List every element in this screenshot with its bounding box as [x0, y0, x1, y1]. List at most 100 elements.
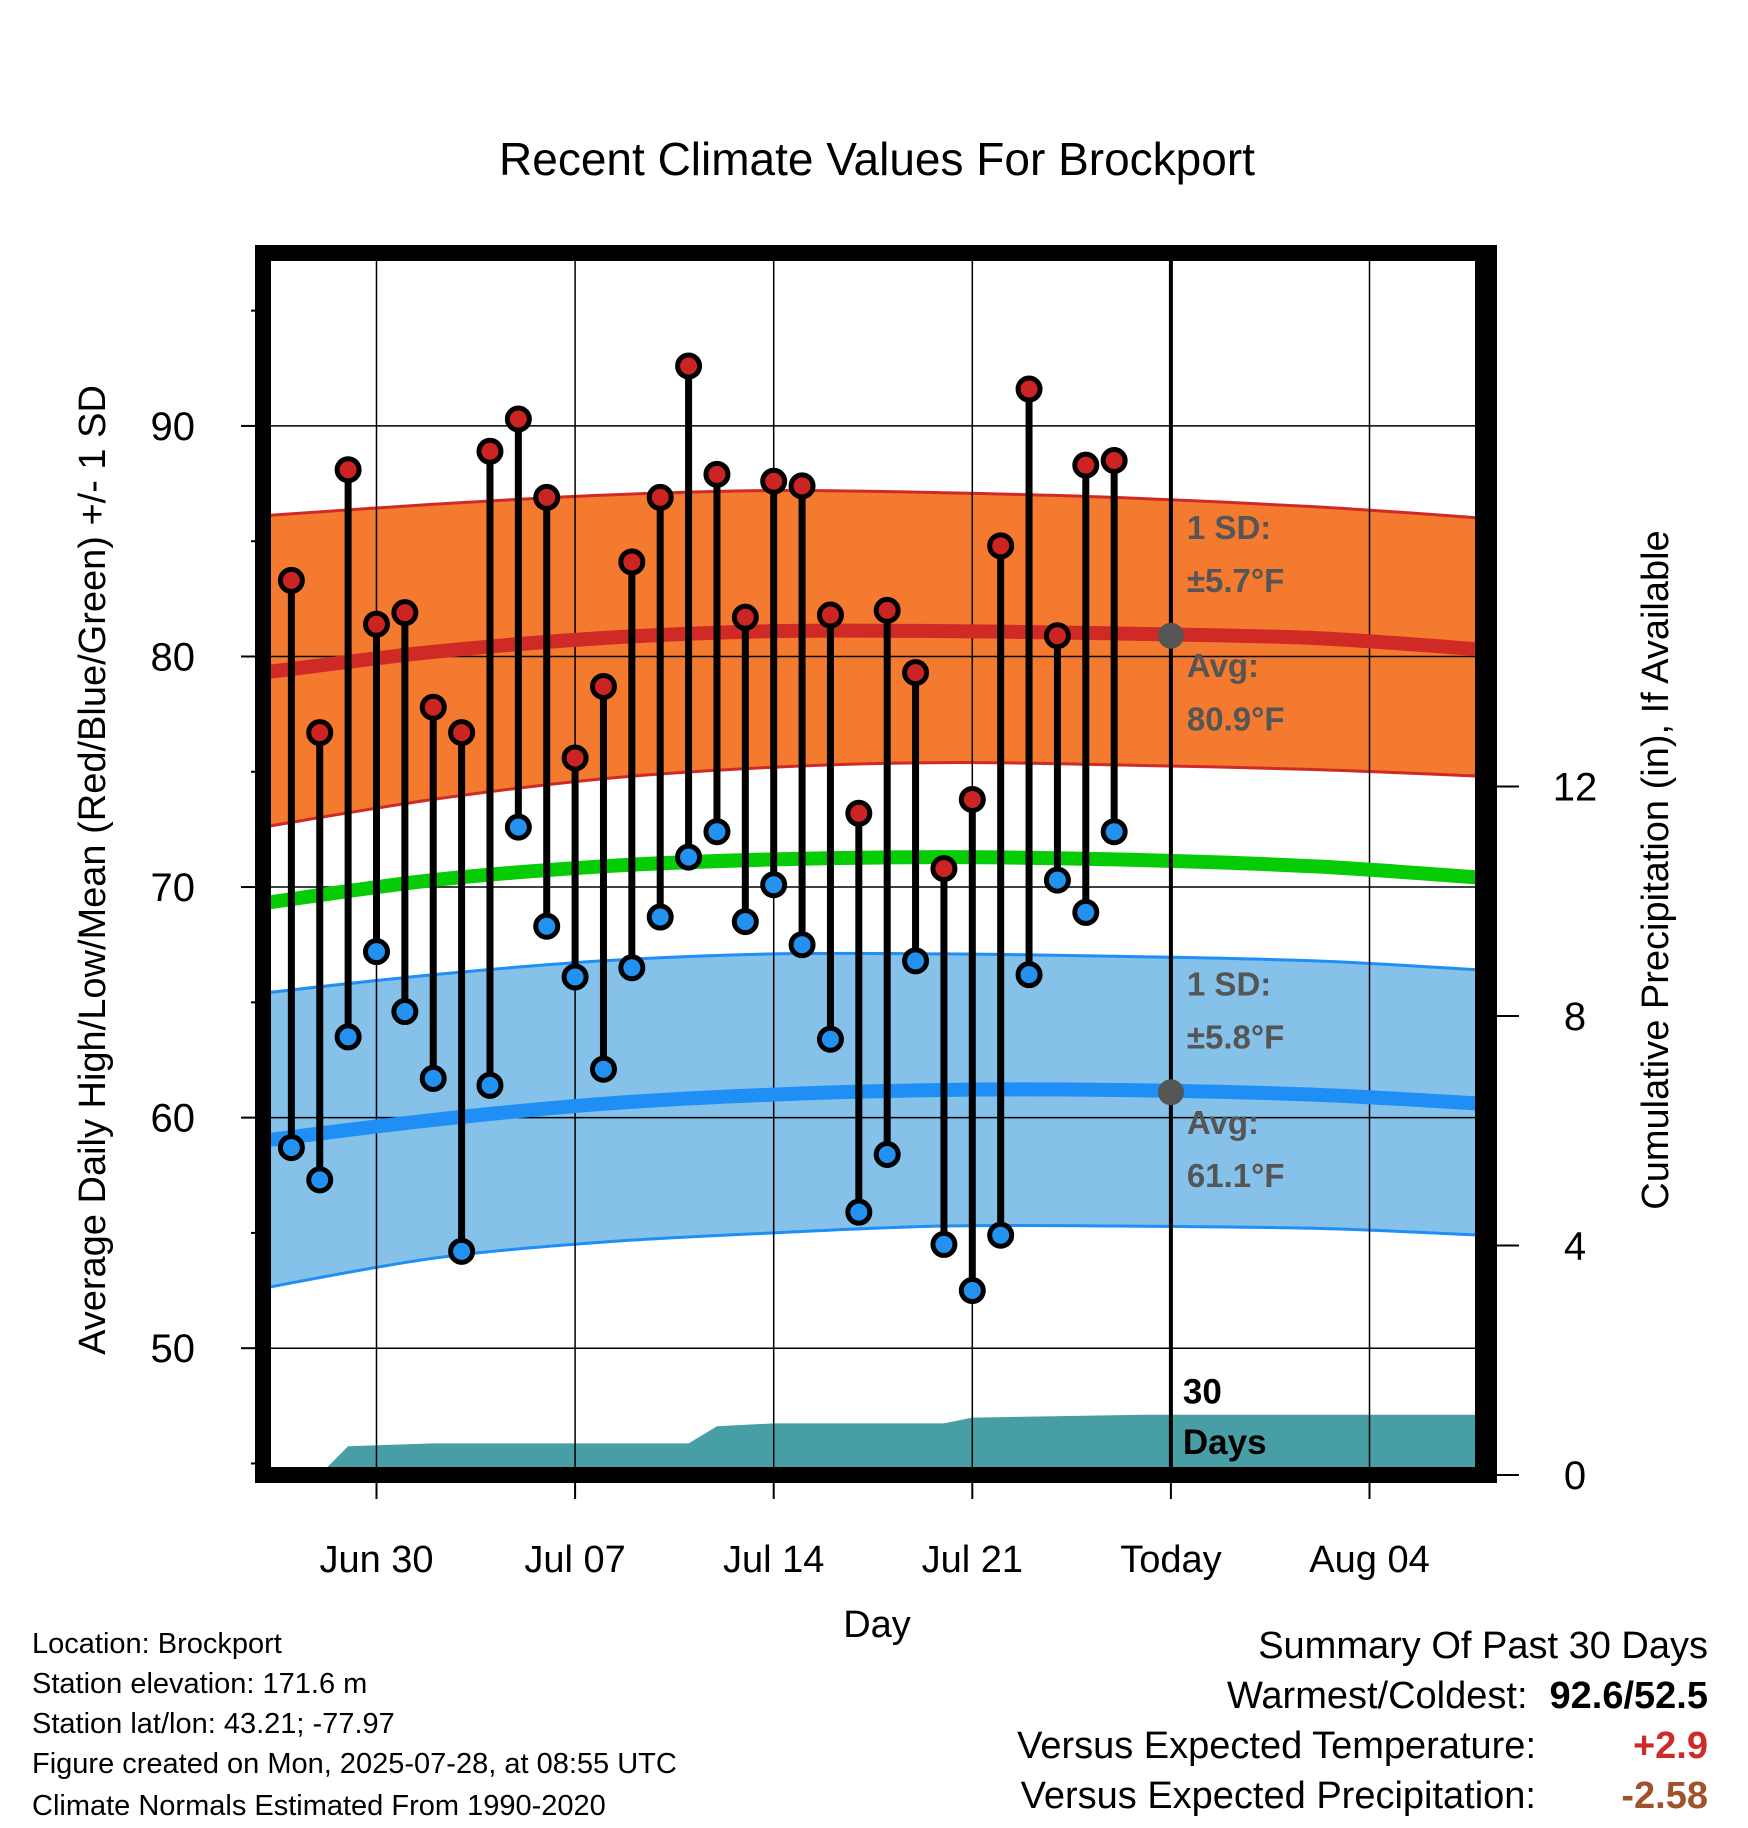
daily-low-point [788, 931, 816, 959]
warmest-coldest-label: Warmest/Coldest: [1226, 1675, 1528, 1717]
daily-low-point [675, 843, 703, 871]
elevation-text: Station elevation: 171.6 m [32, 1668, 368, 1700]
daily-high-point [731, 603, 759, 631]
normal-high-sd-band [263, 490, 1483, 828]
today-high-avg-dot [1157, 622, 1184, 649]
daily-low-point [277, 1134, 305, 1162]
daily-low-point [845, 1198, 873, 1226]
y2-tick-label-0: 0 [1564, 1454, 1586, 1498]
daily-high-point [589, 672, 617, 700]
y-tick-label-50: 50 [151, 1327, 196, 1371]
normal-low-sd-band [263, 953, 1483, 1289]
daily-high-point [1132, 0, 1154, 11]
daily-low-point [1132, 0, 1154, 11]
daily-low-point [334, 1023, 362, 1051]
daily-low-point [589, 1055, 617, 1083]
daily-high-point [334, 456, 362, 484]
daily-low-point [1072, 898, 1100, 926]
normal-high-sd-band-upper-edge [263, 488, 1483, 520]
daily-low-point [703, 818, 731, 846]
today-window-label-line1: 30 [1183, 1373, 1222, 1412]
daily-low-point [1100, 818, 1128, 846]
y-tick-label-90: 90 [151, 405, 196, 449]
daily-high-point [703, 460, 731, 488]
daily-low-point [561, 963, 589, 991]
x-tick-label-jun-30: Jun 30 [319, 1539, 433, 1581]
daily-low-point [930, 1230, 958, 1258]
daily-low-point [1043, 866, 1071, 894]
daily-high-point [675, 352, 703, 380]
daily-low-point [958, 1277, 986, 1305]
high-avg-value: 80.9°F [1187, 700, 1285, 737]
daily-high-point [845, 799, 873, 827]
daily-high-point [618, 548, 646, 576]
x-tick-label-jul-14: Jul 14 [723, 1539, 824, 1581]
daily-high-point [561, 744, 589, 772]
daily-high-point [646, 483, 674, 511]
daily-low-point [731, 908, 759, 936]
daily-high-point [277, 566, 305, 594]
daily-high-point [476, 437, 504, 465]
summary-precipitation: Versus Expected Precipitation: -2.58 [1021, 1775, 1708, 1818]
daily-low-point [1015, 961, 1043, 989]
normal-low-sd-band-upper-edge [263, 951, 1483, 995]
daily-low-point [987, 1221, 1015, 1249]
normals-text: Climate Normals Estimated From 1990-2020 [32, 1790, 606, 1822]
daily-high-point [902, 659, 930, 687]
daily-low-point [306, 1166, 334, 1194]
location-text: Location: Brockport [32, 1628, 282, 1660]
normal-low-line [263, 1082, 1483, 1148]
daily-high-point [448, 719, 476, 747]
x-tick-label-jul-21: Jul 21 [922, 1539, 1023, 1581]
daily-low-point [816, 1025, 844, 1053]
daily-high-point [987, 532, 1015, 560]
daily-high-point [533, 483, 561, 511]
x-axis-label: Day [843, 1604, 911, 1646]
created-text: Figure created on Mon, 2025-07-28, at 08… [32, 1748, 677, 1780]
daily-low-point [533, 912, 561, 940]
daily-high-point [760, 467, 788, 495]
y-tick-label-80: 80 [151, 635, 196, 679]
low-avg-label: Avg: [1187, 1104, 1259, 1141]
temp-vs-expected-label: Versus Expected Temperature: [1017, 1725, 1536, 1767]
precip-vs-expected-label: Versus Expected Precipitation: [1020, 1775, 1536, 1817]
y2-tick-label-4: 4 [1564, 1225, 1586, 1269]
daily-high-point [788, 472, 816, 500]
plot-area [263, 0, 1483, 1475]
low-avg-value: 61.1°F [1187, 1157, 1285, 1194]
daily-high-point [816, 601, 844, 629]
y2-tick-label-8: 8 [1564, 995, 1586, 1039]
daily-low-point [873, 1141, 901, 1169]
daily-high-point [419, 693, 447, 721]
warmest-coldest-value: 92.6/52.5 [1549, 1675, 1708, 1717]
daily-high-point [306, 719, 334, 747]
daily-high-point [1015, 375, 1043, 403]
y2-axis-label: Cumulative Precipitation (in), If Availa… [1635, 530, 1677, 1209]
daily-low-point [391, 998, 419, 1026]
daily-high-point [930, 855, 958, 883]
daily-high-point [1072, 451, 1100, 479]
x-tick-label-today: Today [1120, 1539, 1221, 1581]
daily-high-point [391, 599, 419, 627]
chart-title: Recent Climate Values For Brockport [499, 133, 1255, 185]
daily-low-point [902, 947, 930, 975]
today-window-label-line2: Days [1183, 1423, 1267, 1462]
daily-low-point [646, 903, 674, 931]
daily-high-point [1043, 622, 1071, 650]
daily-high-point [504, 405, 532, 433]
daily-high-point [362, 610, 390, 638]
daily-low-point [448, 1237, 476, 1265]
daily-high-point [1100, 447, 1128, 475]
daily-low-point [618, 954, 646, 982]
daily-low-point [760, 871, 788, 899]
summary-warmest-coldest: Warmest/Coldest: 92.6/52.5 [1227, 1675, 1708, 1718]
low-sd-value: ±5.8°F [1187, 1018, 1284, 1055]
normal-mean-line [263, 850, 1483, 911]
daily-low-point [419, 1064, 447, 1092]
x-tick-label-jul-07: Jul 07 [524, 1539, 625, 1581]
daily-high-point [873, 596, 901, 624]
x-tick-label-aug-04: Aug 04 [1309, 1539, 1429, 1581]
y-tick-label-70: 70 [151, 866, 196, 910]
daily-high-point [958, 785, 986, 813]
